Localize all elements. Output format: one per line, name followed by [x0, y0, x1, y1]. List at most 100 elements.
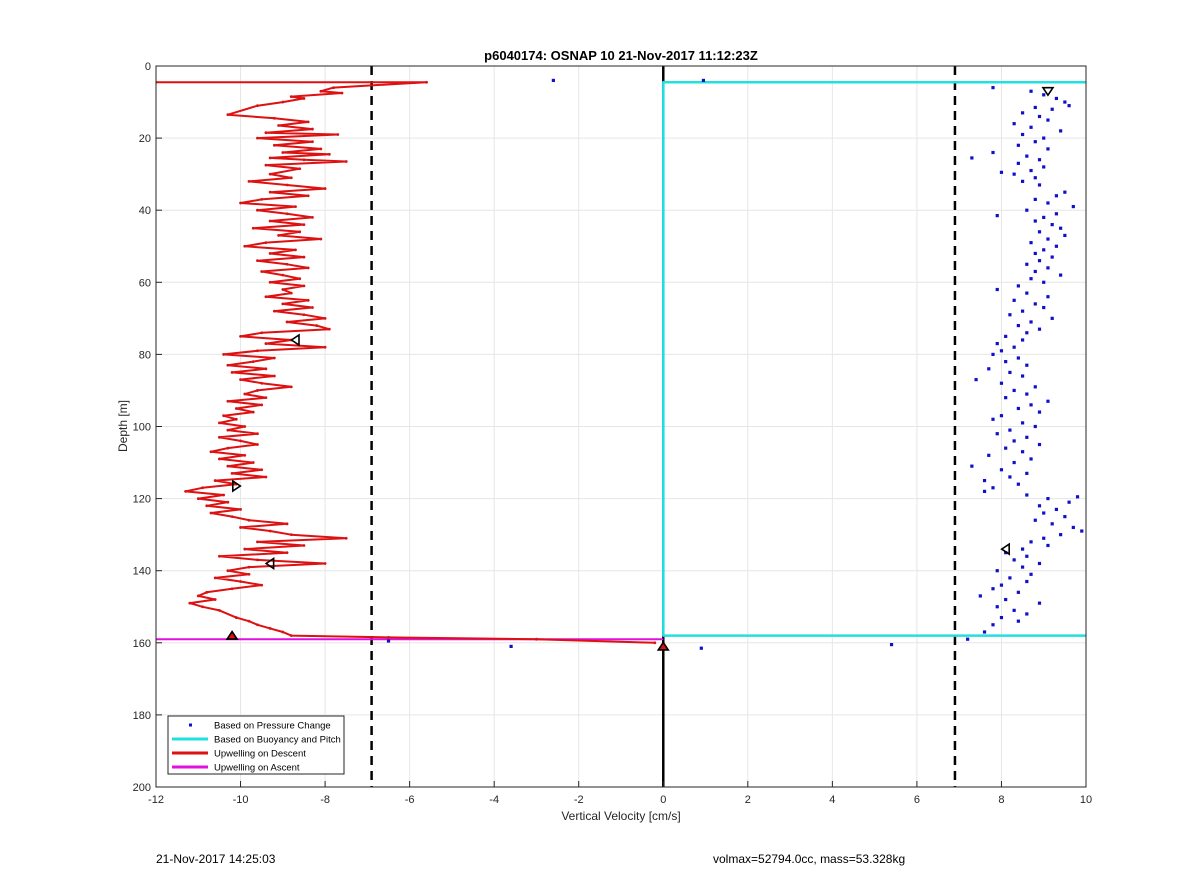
pressure-change-point — [1046, 543, 1050, 548]
descent-point — [315, 324, 319, 327]
pressure-change-point — [386, 639, 391, 643]
descent-point — [256, 558, 259, 562]
x-tick-label: -12 — [148, 794, 164, 806]
pressure-change-point — [1025, 291, 1029, 295]
descent-point — [234, 616, 238, 619]
descent-point — [306, 120, 310, 124]
descent-point — [535, 637, 538, 641]
pressure-change-point — [509, 644, 513, 649]
descent-point — [251, 226, 255, 230]
y-tick-label: 140 — [133, 566, 151, 578]
pressure-change-point — [1029, 125, 1033, 129]
descent-point — [260, 381, 264, 385]
descent-point — [247, 565, 251, 569]
descent-point — [268, 219, 272, 223]
descent-point — [226, 399, 230, 403]
pressure-change-point — [701, 78, 706, 83]
descent-point — [311, 216, 314, 219]
descent-point — [298, 167, 302, 171]
descent-point — [201, 605, 204, 609]
descent-point — [222, 493, 226, 497]
descent-point — [387, 635, 390, 639]
y-tick-label: 80 — [139, 349, 151, 361]
descent-point — [230, 587, 234, 591]
pressure-change-point — [1046, 399, 1050, 403]
descent-point — [289, 291, 293, 295]
descent-point — [268, 280, 272, 284]
pressure-change-point — [1020, 565, 1025, 569]
pressure-change-point — [991, 623, 995, 627]
triangle-marker — [225, 630, 239, 640]
pressure-change-point — [1071, 204, 1075, 209]
pressure-change-point — [1033, 269, 1037, 274]
pressure-change-point — [1067, 104, 1071, 108]
descent-point — [281, 100, 285, 104]
pressure-change-point — [1020, 338, 1025, 342]
x-tick-label: 4 — [829, 794, 835, 806]
pressure-change-point — [1042, 93, 1046, 97]
descent-point — [209, 511, 213, 515]
legend: Based on Pressure Change Based on Buoyanc… — [167, 715, 345, 775]
descent-point — [213, 576, 217, 580]
descent-point — [272, 356, 276, 360]
pressure-change-point — [1050, 223, 1054, 227]
pressure-change-point — [1071, 525, 1075, 530]
descent-point — [294, 248, 297, 252]
y-tick-label: 40 — [139, 205, 151, 217]
pressure-change-point — [1046, 295, 1050, 299]
pressure-change-point — [999, 615, 1004, 620]
descent-point — [243, 425, 247, 428]
pressure-change-point — [889, 643, 894, 647]
triangle-marker — [1000, 542, 1010, 556]
descent-point — [247, 518, 251, 522]
descent-point — [302, 255, 306, 259]
pressure-change-point — [1025, 392, 1029, 396]
descent-point — [323, 345, 327, 349]
pressure-change-point — [1025, 579, 1029, 584]
chart-title: p6040174: OSNAP 10 21-Nov-2017 11:12:23Z — [484, 48, 758, 63]
descent-point — [302, 284, 306, 288]
descent-point — [653, 641, 657, 645]
descent-point — [256, 104, 259, 108]
descent-point — [256, 136, 259, 140]
pressure-change-point — [1004, 597, 1008, 602]
descent-point — [268, 156, 272, 160]
pressure-change-point — [995, 214, 999, 218]
pressure-change-point — [1042, 536, 1046, 540]
pressure-change-point — [1042, 280, 1046, 284]
triangle-marker — [656, 640, 670, 651]
pressure-change-point — [1004, 446, 1008, 450]
pressure-change-point — [1008, 576, 1012, 580]
pressure-change-point — [1063, 515, 1067, 519]
descent-point — [268, 190, 272, 194]
descent-point — [243, 547, 247, 551]
pressure-change-point — [1012, 122, 1016, 126]
descent-point — [425, 80, 428, 84]
axis-ticks: -12 -10 -8 -6 -4 -2 0 2 4 6 8 100204060801001201401… — [133, 61, 1092, 806]
pressure-change-point — [1016, 356, 1020, 360]
pressure-change-point — [1029, 89, 1033, 93]
pressure-change-point — [991, 486, 995, 490]
descent-point — [285, 551, 289, 555]
pressure-change-point — [1012, 298, 1016, 302]
pressure-change-point — [699, 646, 703, 650]
y-tick-label: 200 — [133, 782, 151, 794]
pressure-change-point — [987, 367, 991, 371]
pressure-change-point — [1029, 168, 1033, 173]
pressure-change-point — [1016, 619, 1020, 623]
descent-point — [247, 619, 251, 623]
descent-point — [256, 432, 259, 436]
pressure-change-point — [1029, 277, 1033, 281]
pressure-change-point — [1037, 230, 1042, 234]
pressure-change-point — [1016, 406, 1020, 411]
descent-point — [289, 533, 293, 537]
legend-entry-label: Upwelling on Descent — [214, 749, 306, 760]
pressure-change-point — [991, 352, 995, 356]
descent-point — [281, 288, 285, 291]
pressure-change-point — [1016, 284, 1020, 288]
pressure-change-point — [1033, 176, 1037, 180]
descent-point — [251, 410, 255, 414]
x-tick-label: 0 — [660, 794, 666, 806]
pressure-change-point — [1025, 554, 1029, 558]
descent-point — [251, 360, 255, 364]
